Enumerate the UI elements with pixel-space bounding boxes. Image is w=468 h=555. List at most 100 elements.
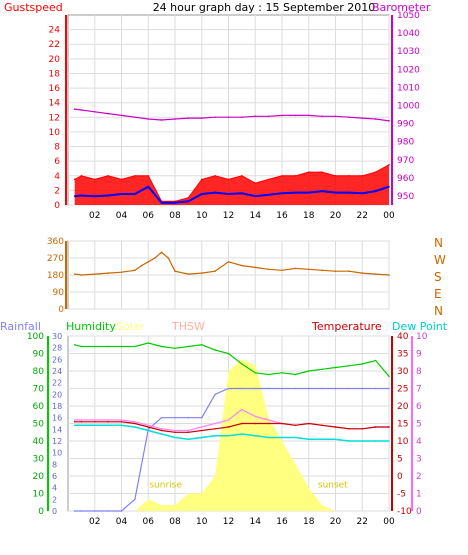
gustspeed-tick-label: 0 [54, 201, 60, 211]
dewpoint-point [227, 434, 230, 437]
rainfall-label: Rainfall [0, 320, 41, 333]
gustspeed-tick-label: 16 [49, 84, 61, 94]
thsw-point [174, 429, 176, 432]
x-tick-label-bottom: 20 [330, 517, 342, 527]
rainfall-tick-label: 28 [52, 344, 62, 353]
temperature-point [294, 424, 297, 427]
x-tick-label-top: 18 [303, 211, 315, 221]
humidity-point [334, 366, 337, 369]
barometer-point [267, 115, 270, 118]
dewpoint-tick-label: 9 [416, 350, 422, 360]
humidity-tick-label: 60 [33, 402, 45, 412]
sunrise-annotation: sunrise [149, 481, 182, 491]
humidity-tick-label: 50 [33, 420, 45, 430]
dewpoint-point [147, 429, 150, 432]
rainfall-point [321, 387, 323, 390]
x-tick-label-bottom: 06 [143, 517, 155, 527]
barometer-point [187, 117, 190, 119]
dewpoint-point [93, 424, 96, 427]
gustspeed-point [254, 182, 257, 184]
gustspeed-tick-label: 6 [54, 157, 60, 167]
thsw-point [134, 420, 136, 423]
x-tick-label-bottom: 16 [276, 517, 288, 527]
wind-direction-point [147, 260, 150, 263]
x-tick-label-bottom: 02 [89, 517, 100, 527]
temperature-point [80, 420, 83, 423]
dewpoint-point [267, 436, 270, 439]
temperature-tick-label: -10 [397, 507, 412, 517]
thsw-point [73, 419, 76, 421]
temperature-tick-label: 10 [397, 437, 409, 447]
windspeed-point [73, 195, 76, 198]
thsw-point [107, 419, 109, 421]
gustspeed-point [241, 174, 243, 177]
gustspeed-point [374, 171, 377, 173]
x-tick-label-top: 20 [330, 211, 342, 221]
dewpoint-tick-label: 3 [416, 455, 422, 465]
gustspeed-point [307, 171, 310, 173]
gustspeed-point [214, 174, 216, 177]
wind-direction-point [294, 267, 297, 270]
humidity-point [267, 373, 270, 376]
dewpoint-label: Dew Point [392, 320, 448, 333]
rainfall-tick-label: 20 [52, 390, 62, 399]
temperature-point [348, 427, 350, 430]
humidity-label: Humidity [66, 320, 116, 333]
windspeed-point [294, 191, 297, 194]
wind-direction-point [154, 257, 156, 259]
barometer-point [307, 114, 310, 117]
compass-tick-label: W [434, 253, 446, 267]
x-tick-label-top: 06 [143, 211, 155, 221]
gustspeed-point [147, 174, 150, 177]
humidity-point [134, 345, 136, 348]
humidity-point [93, 345, 96, 348]
humidity-point [241, 363, 243, 365]
windspeed-point [120, 193, 123, 195]
temperature-point [334, 426, 337, 428]
gustspeed-tick-label: 22 [49, 40, 60, 50]
dewpoint-point [160, 433, 163, 435]
windspeed-point [160, 202, 163, 204]
rainfall-tick-label: 30 [52, 332, 62, 341]
temperature-point [281, 422, 283, 425]
direction-tick-label: 90 [53, 288, 65, 298]
temperature-point [93, 420, 96, 423]
thsw-point [160, 427, 163, 430]
thsw-point [227, 419, 230, 421]
x-tick-label-bottom: 12 [223, 517, 234, 527]
thsw-point [254, 415, 257, 418]
windspeed-point [134, 193, 136, 195]
rainfall-tick-label: 12 [52, 437, 62, 446]
humidity-point [107, 345, 109, 348]
dewpoint-tick-label: 0 [416, 507, 422, 517]
wind-direction-point [254, 266, 257, 269]
barometer-tick-label: 950 [397, 192, 414, 202]
barometer-point [227, 116, 230, 119]
rainfall-point [348, 387, 350, 390]
rainfall-point [361, 387, 364, 390]
humidity-point [388, 375, 390, 378]
rainfall-point [241, 387, 243, 390]
gustspeed-axis-label: Gustspeed [4, 1, 63, 14]
windspeed-point [307, 191, 310, 194]
humidity-point [73, 343, 76, 346]
gustspeed-point [80, 174, 83, 177]
wind-direction-point [348, 270, 350, 273]
temperature-point [214, 427, 216, 430]
thsw-point [214, 422, 216, 425]
dewpoint-point [174, 436, 176, 439]
chart-title: 24 hour graph day : 15 September 2010 [153, 1, 376, 14]
x-tick-label-bottom: 04 [116, 517, 128, 527]
gustspeed-tick-label: 14 [49, 99, 61, 109]
temperature-point [307, 422, 310, 425]
barometer-tick-label: 970 [397, 156, 414, 166]
rainfall-point [120, 510, 123, 512]
thsw-point [200, 426, 203, 428]
rainfall-tick-label: 24 [52, 367, 62, 376]
gustspeed-point [281, 174, 283, 177]
gustspeed-point [348, 174, 350, 177]
humidity-point [120, 345, 123, 348]
x-tick-label-top: 16 [276, 211, 288, 221]
wind-direction-point [227, 260, 230, 263]
rainfall-point [214, 393, 216, 396]
